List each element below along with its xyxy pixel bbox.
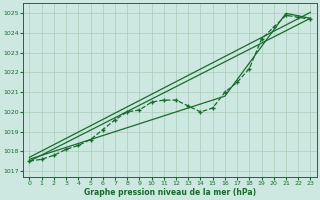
X-axis label: Graphe pression niveau de la mer (hPa): Graphe pression niveau de la mer (hPa)	[84, 188, 256, 197]
